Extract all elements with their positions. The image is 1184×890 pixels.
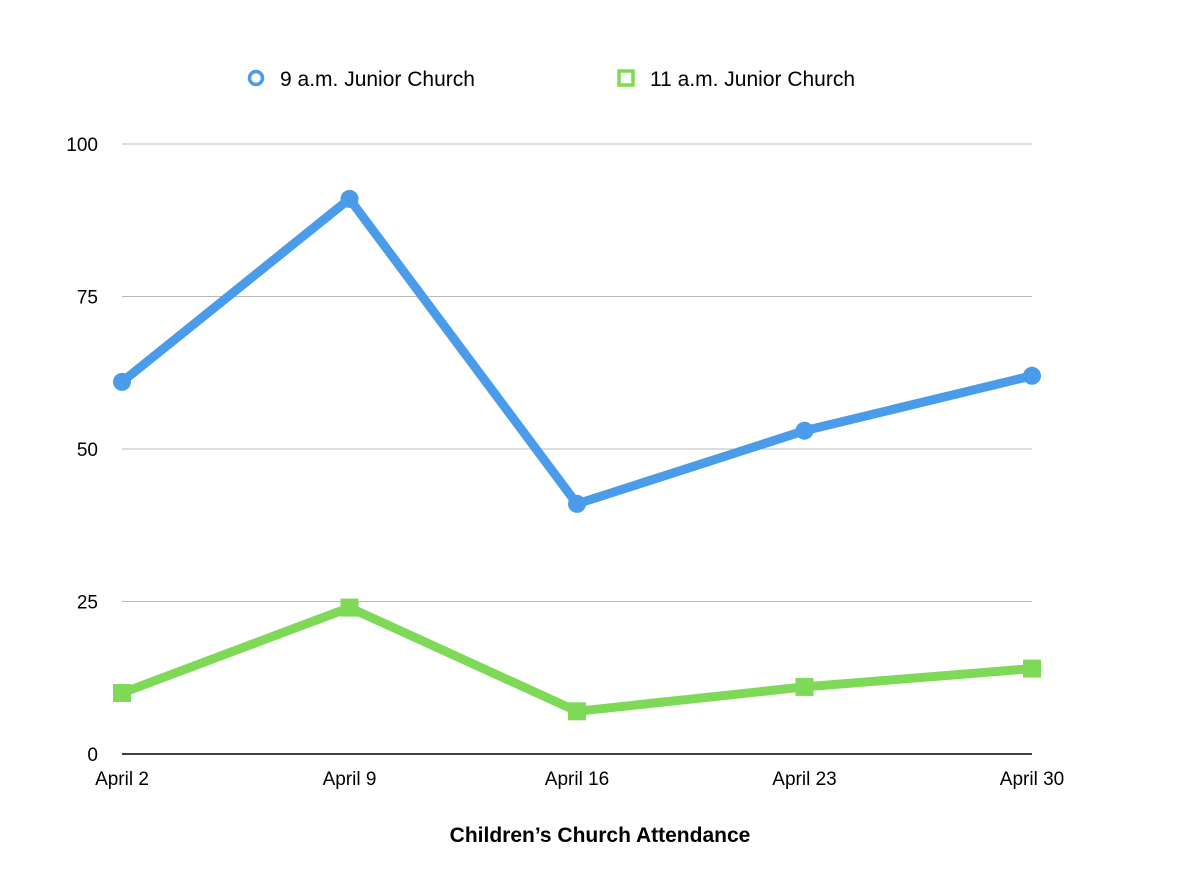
chart-title: Children’s Church Attendance <box>450 824 751 847</box>
legend-item: 9 a.m. Junior Church <box>247 68 475 91</box>
series-layer <box>113 189 1041 721</box>
data-point <box>1023 659 1041 678</box>
x-tick-label: April 23 <box>772 769 836 790</box>
legend-label: 9 a.m. Junior Church <box>280 68 475 91</box>
series-line <box>117 603 1037 716</box>
legend-square-marker <box>617 69 635 87</box>
series-1 <box>113 189 1041 513</box>
x-tick-label: April 16 <box>545 769 609 790</box>
y-tick-label: 100 <box>66 135 98 156</box>
data-point <box>568 494 586 513</box>
gridlines <box>122 143 1032 602</box>
data-point <box>113 372 131 391</box>
legend: 9 a.m. Junior Church 11 a.m. Junior Churc… <box>247 68 855 91</box>
data-point <box>340 598 359 617</box>
data-point <box>340 189 359 208</box>
axes: 0 25 50 75 100 April 2 April 9 April 16 April 23… <box>66 135 1064 790</box>
data-point <box>568 702 586 721</box>
legend-label: 11 a.m. Junior Church <box>650 68 855 91</box>
series-line <box>117 194 1037 509</box>
x-tick-label: April 9 <box>323 769 377 790</box>
legend-circle-marker <box>247 69 265 87</box>
data-point <box>795 421 814 440</box>
x-tick-label: April 2 <box>95 769 149 790</box>
legend-item: 11 a.m. Junior Church <box>617 68 855 91</box>
y-tick-label: 0 <box>87 745 98 766</box>
data-point <box>795 677 814 696</box>
x-tick-label: April 30 <box>1000 769 1064 790</box>
y-tick-label: 25 <box>77 593 98 614</box>
data-point <box>1023 366 1041 385</box>
series-2 <box>113 598 1041 721</box>
data-point <box>113 684 131 702</box>
y-tick-label: 75 <box>77 288 98 309</box>
y-tick-label: 50 <box>77 440 98 461</box>
